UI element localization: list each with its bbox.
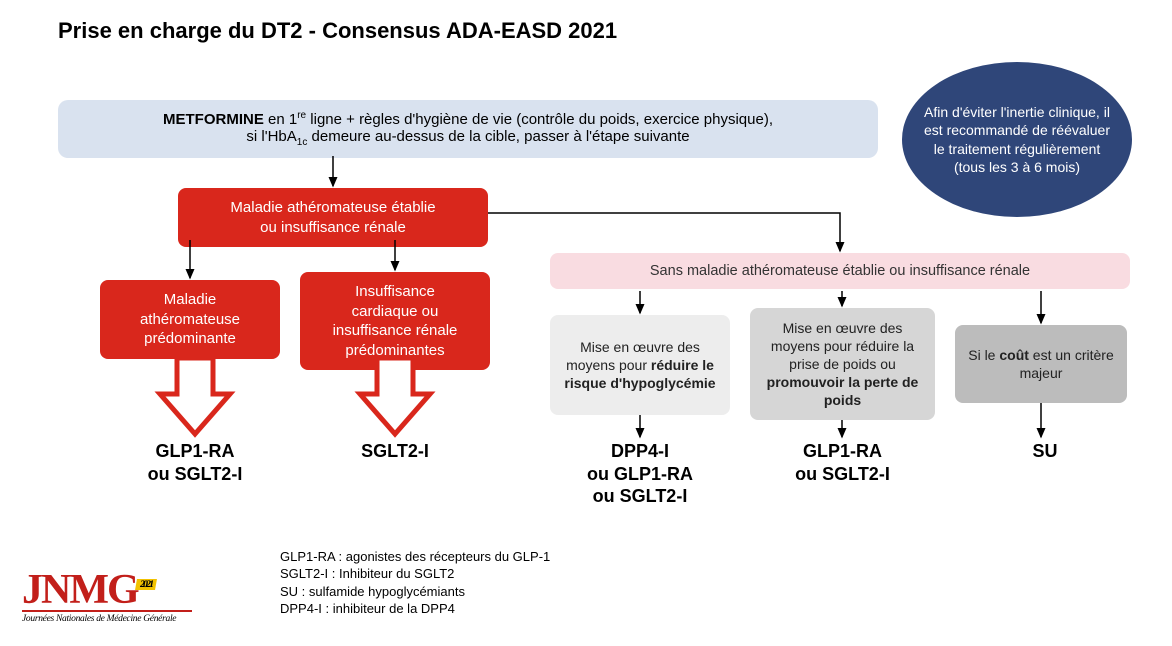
- big-arrow-left-icon: [160, 358, 230, 434]
- logo-letters: JNMG2021: [22, 572, 192, 610]
- big-arrow-right-icon: [360, 358, 430, 434]
- jnmg-logo: JNMG2021 Journées Nationales de Médecine…: [22, 572, 192, 624]
- glossary-line: DPP4-I : inhibiteur de la DPP4: [280, 600, 550, 618]
- flow-connectors: [0, 0, 1172, 646]
- glossary-line: GLP1-RA : agonistes des récepteurs du GL…: [280, 548, 550, 566]
- logo-text: JNMG: [22, 567, 138, 613]
- glossary-line: SU : sulfamide hypoglycémiants: [280, 583, 550, 601]
- glossary-line: SGLT2-I : Inhibiteur du SGLT2: [280, 565, 550, 583]
- glossary: GLP1-RA : agonistes des récepteurs du GL…: [280, 548, 550, 618]
- logo-year-badge: 2021: [135, 579, 157, 590]
